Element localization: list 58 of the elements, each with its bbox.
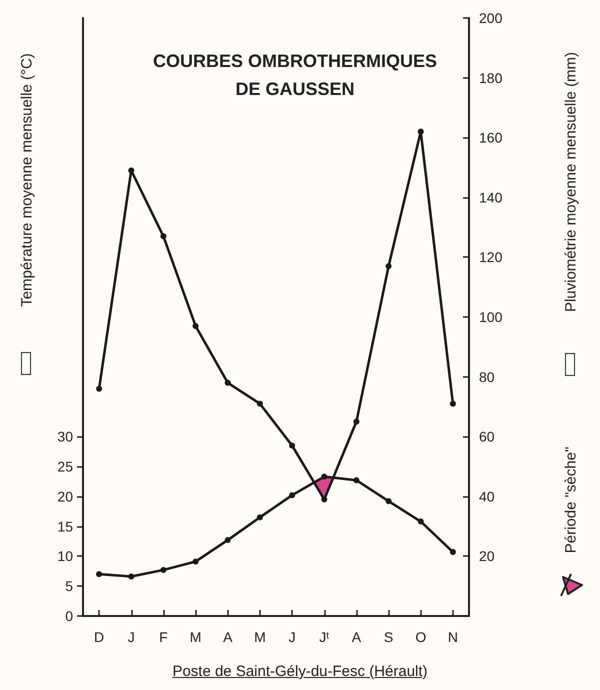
x-tick-label: M [190, 629, 202, 645]
y-tick-label: 15 [57, 518, 74, 534]
x-tick-label: A [352, 629, 362, 645]
point [128, 574, 134, 580]
y2-tick-label: 140 [479, 189, 503, 206]
point [128, 167, 134, 174]
text: COURBES OMBROTHERMIQUES DE GAUSSEN [152, 51, 438, 99]
y2-tick-label: 200 [479, 10, 503, 26]
point [353, 477, 360, 484]
point [256, 400, 263, 407]
y2-tick-label: 160 [479, 130, 503, 146]
x-tick-label: J [128, 629, 135, 645]
point [418, 128, 424, 135]
x-axis-title: Poste de Saint-Gély-du-Fesc (Hérault) [171, 663, 429, 680]
y2-tick-label: 60 [479, 428, 495, 445]
point [256, 514, 263, 520]
y2-tick-label: 180 [479, 70, 503, 86]
x-tick-label: F [159, 629, 168, 645]
point [289, 442, 296, 449]
point [418, 518, 424, 525]
point [450, 549, 456, 556]
x-tick-label: J [288, 629, 296, 645]
y-tick-label: 20 [57, 488, 74, 504]
y-axis-title: Température moyenne mensuelle (°C) [18, 53, 36, 307]
point [386, 263, 392, 270]
point [192, 558, 199, 565]
point [321, 496, 328, 502]
point [96, 571, 102, 578]
text: Période "sèche" [562, 446, 580, 554]
point [353, 418, 360, 425]
x-tick-label: D [94, 629, 104, 645]
y2-tick-label: 120 [479, 249, 503, 266]
y-tick-label: 10 [57, 548, 74, 564]
point [224, 537, 231, 544]
point [160, 566, 166, 573]
point [386, 498, 392, 504]
point [160, 233, 166, 240]
point [289, 492, 296, 498]
x-tick-label: M [254, 629, 266, 645]
y-tick-label: 5 [65, 578, 74, 594]
x-tick-label: S [384, 629, 394, 645]
point [321, 474, 328, 480]
y-tick-label: 0 [65, 608, 74, 624]
y2-tick-label: 100 [479, 309, 503, 325]
y-tick-label: 30 [57, 428, 74, 445]
y2-tick-label: 20 [479, 548, 495, 564]
x-tick-label: A [223, 629, 234, 645]
point [96, 386, 102, 392]
x-tick-label: N [448, 629, 458, 645]
point [192, 322, 199, 329]
x-tick-label: Jᵗ [319, 629, 330, 645]
y2-tick-label: 40 [479, 488, 495, 504]
y2-tick-label: 80 [479, 368, 495, 385]
y2-axis-title: Pluviométrie moyenne mensuelle (mm) [562, 52, 580, 312]
y-tick-label: 25 [57, 458, 74, 474]
x-tick-label: O [415, 629, 426, 645]
point [450, 400, 456, 407]
point [224, 380, 231, 386]
